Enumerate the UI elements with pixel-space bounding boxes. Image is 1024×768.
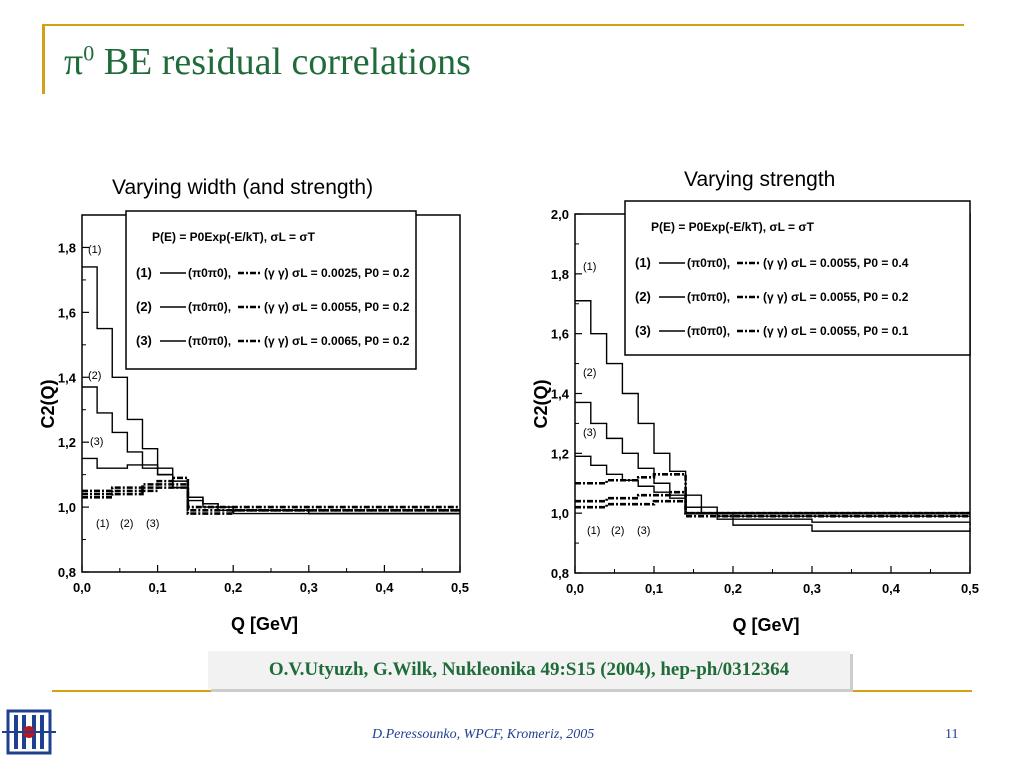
legend-item-gg: (γ γ) σL = 0.0025, P0 = 0.2 bbox=[264, 266, 410, 280]
title-top-rule bbox=[42, 24, 964, 26]
curve-label-bottom: (3) bbox=[146, 518, 159, 530]
legend-item-number: (1) bbox=[136, 265, 152, 280]
curve-label-bottom: (3) bbox=[637, 525, 650, 537]
series-line bbox=[575, 490, 970, 515]
x-tick-label: 0,0 bbox=[73, 580, 91, 595]
legend-header: P(E) = P0Exp(-E/kT), σL = σT bbox=[651, 220, 815, 234]
legend-item-pi: (π0π0), bbox=[188, 266, 231, 280]
x-tick-label: 0,5 bbox=[451, 580, 469, 595]
x-tick-label: 0,5 bbox=[961, 581, 979, 596]
series-line bbox=[575, 499, 970, 518]
legend-item-pi: (π0π0), bbox=[687, 256, 730, 270]
curve-label-top: (2) bbox=[88, 370, 101, 382]
citation-text: O.V.Utyuzh, G.Wilk, Nukleonika 49:S15 (2… bbox=[268, 659, 790, 680]
footer-rule bbox=[52, 690, 972, 692]
y-tick-label: 2,0 bbox=[551, 207, 569, 222]
legend-item-pi: (π0π0), bbox=[188, 300, 231, 314]
x-axis-label: Q [GeV] bbox=[733, 615, 800, 635]
page-number: 11 bbox=[945, 727, 959, 742]
x-tick-label: 0,1 bbox=[645, 581, 663, 596]
left-chart: 0,0 0,1 0,2 0,3 0,4 0,5 0,8 1,0 1,2 1,4 1,6 1,8 Q [G… bbox=[38, 210, 469, 634]
legend-item-number: (2) bbox=[136, 299, 152, 314]
series-line bbox=[82, 386, 460, 515]
legend-header: P(E) = P0Exp(-E/kT), σL = σT bbox=[152, 230, 316, 244]
y-tick-label: 1,4 bbox=[551, 387, 570, 402]
title-superscript: 0 bbox=[83, 40, 95, 66]
x-tick-label: 0,3 bbox=[300, 580, 318, 595]
legend-item-number: (1) bbox=[635, 255, 651, 270]
series-line bbox=[575, 401, 971, 526]
legend-item-gg: (γ γ) σL = 0.0055, P0 = 0.4 bbox=[763, 256, 909, 270]
y-tick-label: 0,8 bbox=[551, 566, 569, 581]
legend-item-pi: (π0π0), bbox=[188, 334, 231, 348]
curve-label-top: (3) bbox=[90, 436, 103, 448]
curve-label-bottom: (1) bbox=[96, 518, 109, 530]
slide-title: π0 BE residual correlations bbox=[64, 40, 471, 84]
title-text: BE residual correlations bbox=[94, 41, 471, 83]
series-line bbox=[82, 476, 460, 509]
legend-item-pi: (π0π0), bbox=[687, 324, 730, 338]
institute-logo bbox=[2, 709, 56, 755]
curve-label-top: (1) bbox=[88, 244, 101, 256]
citation-box: O.V.Utyuzh, G.Wilk, Nukleonika 49:S15 (2… bbox=[208, 651, 850, 689]
y-tick-label: 1,0 bbox=[58, 500, 76, 515]
series-line bbox=[575, 472, 970, 515]
x-axis-label: Q [GeV] bbox=[231, 614, 298, 634]
curve-label-top: (1) bbox=[583, 261, 596, 273]
legend-box bbox=[125, 210, 417, 370]
legend-item-number: (2) bbox=[635, 289, 651, 304]
left-chart-heading: Varying width (and strength) bbox=[112, 176, 374, 199]
x-tick-label: 0,2 bbox=[724, 581, 742, 596]
x-tick-label: 0,4 bbox=[375, 580, 394, 595]
legend-item-pi: (π0π0), bbox=[687, 290, 730, 304]
x-tick-label: 0,2 bbox=[224, 580, 242, 595]
y-tick-label: 1,6 bbox=[551, 327, 569, 342]
y-tick-label: 1,2 bbox=[58, 435, 76, 450]
series-line bbox=[82, 486, 460, 515]
series-line bbox=[82, 457, 460, 515]
legend-item-gg: (γ γ) σL = 0.0055, P0 = 0.1 bbox=[763, 324, 909, 338]
y-axis-label: C2(Q) bbox=[531, 379, 551, 428]
curve-label-top: (3) bbox=[583, 427, 596, 439]
y-axis-label: C2(Q) bbox=[38, 379, 58, 428]
x-tick-label: 0,3 bbox=[803, 581, 821, 596]
right-chart-heading: Varying strength bbox=[684, 168, 836, 191]
footer-text: D.Peressounko, WPCF, Kromeriz, 2005 bbox=[372, 727, 595, 742]
curve-label-bottom: (2) bbox=[611, 525, 624, 537]
title-side-rule bbox=[42, 24, 45, 94]
right-chart: 0,0 0,1 0,2 0,3 0,4 0,5 0,8 1,0 1,2 1,4 1,6 1,8 2,0 Q… bbox=[531, 200, 979, 635]
curve-label-top: (2) bbox=[583, 367, 596, 379]
series-line bbox=[82, 483, 460, 512]
y-tick-label: 1,4 bbox=[58, 370, 77, 385]
legend-item-number: (3) bbox=[136, 333, 152, 348]
y-tick-label: 1,2 bbox=[551, 446, 569, 461]
y-tick-label: 1,0 bbox=[551, 506, 569, 521]
legend-box bbox=[624, 200, 971, 356]
series-line bbox=[575, 455, 971, 532]
legend-item-gg: (γ γ) σL = 0.0055, P0 = 0.2 bbox=[264, 300, 410, 314]
y-tick-label: 1,8 bbox=[551, 267, 569, 282]
y-tick-label: 0,8 bbox=[58, 565, 76, 580]
x-tick-label: 0,1 bbox=[149, 580, 167, 595]
legend-item-gg: (γ γ) σL = 0.0055, P0 = 0.2 bbox=[763, 290, 909, 304]
y-tick-label: 1,8 bbox=[58, 240, 76, 255]
legend-item-gg: (γ γ) σL = 0.0065, P0 = 0.2 bbox=[264, 334, 410, 348]
curve-label-bottom: (2) bbox=[120, 518, 133, 530]
x-tick-label: 0,4 bbox=[882, 581, 901, 596]
title-symbol: π bbox=[64, 41, 84, 83]
y-tick-label: 1,6 bbox=[58, 305, 76, 320]
curve-label-bottom: (1) bbox=[587, 525, 600, 537]
legend-item-number: (3) bbox=[635, 323, 651, 338]
x-tick-label: 0,0 bbox=[566, 581, 584, 596]
